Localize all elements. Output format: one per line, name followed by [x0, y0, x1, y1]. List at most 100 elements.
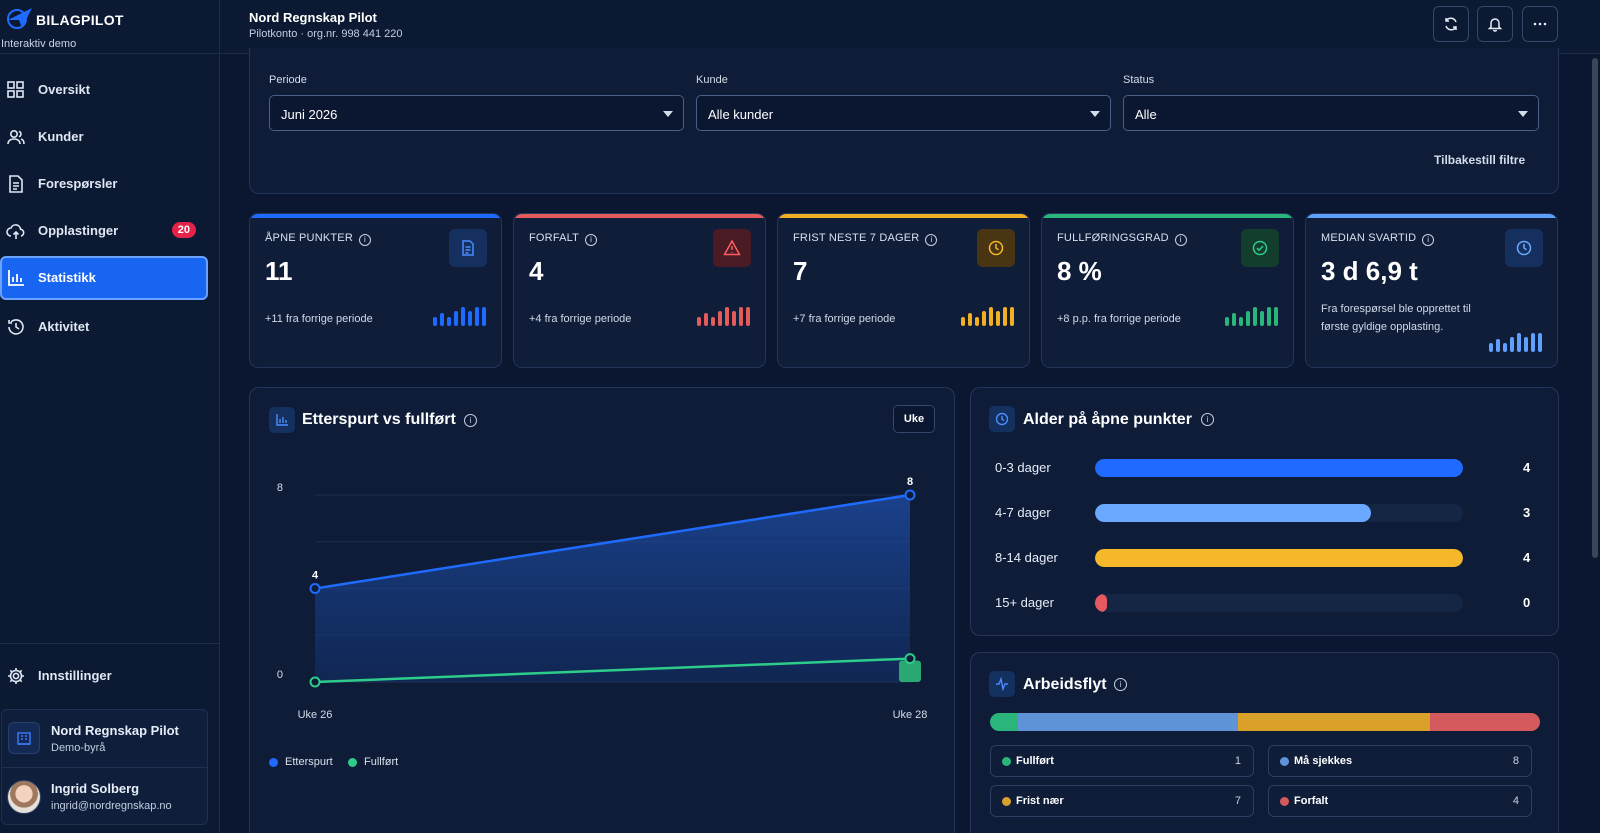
- workflow-segment: [1017, 713, 1238, 731]
- legend-swatch: [1002, 757, 1011, 766]
- legend-swatch: [1280, 797, 1289, 806]
- kpi-card-overdue: FORFALT i 4 +4 fra forrige periode: [513, 213, 766, 368]
- status-label: Status: [1123, 74, 1155, 86]
- kpi-accent-bar: [778, 214, 1029, 218]
- status-select[interactable]: Alle: [1123, 95, 1539, 131]
- kpi-card-deadline-7-days: FRIST NESTE 7 DAGER i 7 +7 fra forrige pe…: [777, 213, 1030, 368]
- paper-plane-logo-icon: [7, 8, 32, 29]
- reset-filters-button[interactable]: Tilbakestill filtre: [1434, 153, 1526, 167]
- periode-label: Periode: [269, 74, 307, 86]
- kunde-select[interactable]: Alle kunder: [696, 95, 1111, 131]
- info-icon[interactable]: i: [925, 234, 938, 246]
- nav-item-opplastinger[interactable]: Opplastinger 20: [0, 209, 210, 253]
- kpi-card-completion-rate: FULLFØRINGSGRAD i 8 % +8 p.p. fra forrige…: [1041, 213, 1294, 368]
- workflow-chip[interactable]: Fullført 1: [990, 745, 1254, 777]
- kpi-accent-bar: [514, 214, 765, 218]
- workflow-segment: [1237, 713, 1430, 731]
- trend-chart: 0 8 Uke 26 Uke 28 4 8: [277, 476, 928, 721]
- kpi-label: FRIST NESTE 7 DAGER: [793, 232, 920, 244]
- more-horizontal-icon: [1533, 22, 1547, 26]
- refresh-icon: [1445, 17, 1457, 31]
- kunde-label: Kunde: [696, 74, 728, 86]
- legend-swatch: [348, 757, 357, 767]
- nav-item-aktivitet[interactable]: Aktivitet: [0, 305, 210, 349]
- info-icon[interactable]: i: [1422, 234, 1435, 246]
- workflow-chip-value: 4: [1512, 795, 1519, 807]
- nav-item-foresporsler[interactable]: Forespørsler: [0, 162, 210, 206]
- account-card[interactable]: Nord Regnskap Pilot Demo-byrå Ingrid Sol…: [1, 709, 208, 825]
- top-bar: Nord Regnskap Pilot Pilotkonto · org.nr.…: [220, 0, 1600, 54]
- nav-item-innstillinger[interactable]: Innstillinger: [0, 654, 210, 698]
- kpi-card-median-response: MEDIAN SVARTID i 3 d 6,9 t Fra forespørse…: [1305, 213, 1558, 368]
- kpi-accent-bar: [1306, 214, 1557, 218]
- info-icon[interactable]: i: [1174, 234, 1187, 246]
- nav-item-oversikt[interactable]: Oversikt: [0, 68, 210, 112]
- kpi-sparkline: [697, 304, 750, 326]
- kpi-value: 11: [265, 256, 293, 286]
- kpi-value: 4: [529, 256, 544, 286]
- kpi-accent-bar: [1042, 214, 1293, 218]
- info-icon[interactable]: i: [1201, 413, 1214, 426]
- more-button[interactable]: [1522, 6, 1558, 42]
- kpi-value: 3 d 6,9 t: [1321, 256, 1418, 286]
- kpi-label: MEDIAN SVARTID: [1321, 232, 1417, 244]
- workflow-chip[interactable]: Frist nær 7: [990, 785, 1254, 817]
- workflow-chip[interactable]: Må sjekkes 8: [1268, 745, 1532, 777]
- nav-item-statistikk[interactable]: Statistikk: [0, 256, 208, 300]
- info-icon[interactable]: i: [585, 234, 598, 246]
- divider: [0, 53, 220, 54]
- notifications-button[interactable]: [1477, 6, 1513, 42]
- nav-label: Statistikk: [38, 270, 96, 285]
- brand-name: BILAGPILOT: [36, 12, 124, 28]
- periode-select[interactable]: Juni 2026: [269, 95, 684, 131]
- avatar: [7, 780, 41, 814]
- age-row-value: 4: [1523, 550, 1531, 565]
- refresh-button[interactable]: [1433, 6, 1469, 42]
- legend-fullfort: Fullført: [348, 756, 398, 768]
- org-name: Nord Regnskap Pilot: [51, 723, 179, 738]
- nav-label: Kunder: [38, 129, 84, 144]
- page-scrollbar[interactable]: [1592, 58, 1598, 558]
- kpi-label: FULLFØRINGSGRAD: [1057, 232, 1169, 244]
- data-point: [309, 583, 321, 594]
- kpi-sparkline: [1489, 330, 1542, 352]
- age-row-label: 0-3 dager: [995, 460, 1051, 475]
- age-bar: [1095, 459, 1463, 477]
- clock-icon: [977, 229, 1015, 267]
- info-icon[interactable]: i: [358, 234, 371, 246]
- age-row-value: 3: [1523, 505, 1531, 520]
- kpi-sparkline: [1225, 304, 1278, 326]
- clock-icon: [1505, 229, 1543, 267]
- kpi-sparkline: [433, 304, 486, 326]
- age-bar-track: [1095, 549, 1463, 567]
- warning-icon: [713, 229, 751, 267]
- legend-etterspurt: Etterspurt: [269, 756, 333, 768]
- nav-item-kunder[interactable]: Kunder: [0, 115, 210, 159]
- kpi-note: +11 fra forrige periode: [265, 313, 373, 325]
- age-bar: [1095, 549, 1463, 567]
- user-name: Ingrid Solberg: [51, 781, 140, 796]
- document-icon: [449, 229, 487, 267]
- page-subtitle: Pilotkonto · org.nr. 998 441 220: [249, 28, 403, 40]
- legend-swatch: [1280, 757, 1289, 766]
- kpi-label: FORFALT: [529, 232, 580, 244]
- age-row-label: 15+ dager: [995, 595, 1054, 610]
- uploads-count-badge: 20: [171, 222, 196, 238]
- workflow-chip-value: 8: [1512, 755, 1519, 767]
- check-circle-icon: [1241, 229, 1279, 267]
- age-title: Alder på åpne punkter: [1023, 411, 1192, 428]
- info-icon[interactable]: i: [1114, 678, 1127, 691]
- age-bar: [1095, 594, 1107, 612]
- data-point: [309, 676, 321, 688]
- users-icon: [7, 129, 25, 145]
- workflow-chip[interactable]: Forfalt 4: [1268, 785, 1532, 817]
- period-toggle-button[interactable]: Uke: [893, 405, 935, 433]
- kpi-label: ÅPNE PUNKTER: [265, 232, 353, 244]
- age-bar: [1095, 504, 1371, 522]
- kunde-value: Alle kunder: [708, 107, 774, 122]
- nav-label: Innstillinger: [38, 668, 112, 683]
- kpi-note: +8 p.p. fra forrige periode: [1057, 313, 1181, 325]
- info-icon[interactable]: i: [464, 414, 477, 427]
- nav-label: Aktivitet: [38, 319, 90, 334]
- chevron-down-icon: [663, 111, 673, 117]
